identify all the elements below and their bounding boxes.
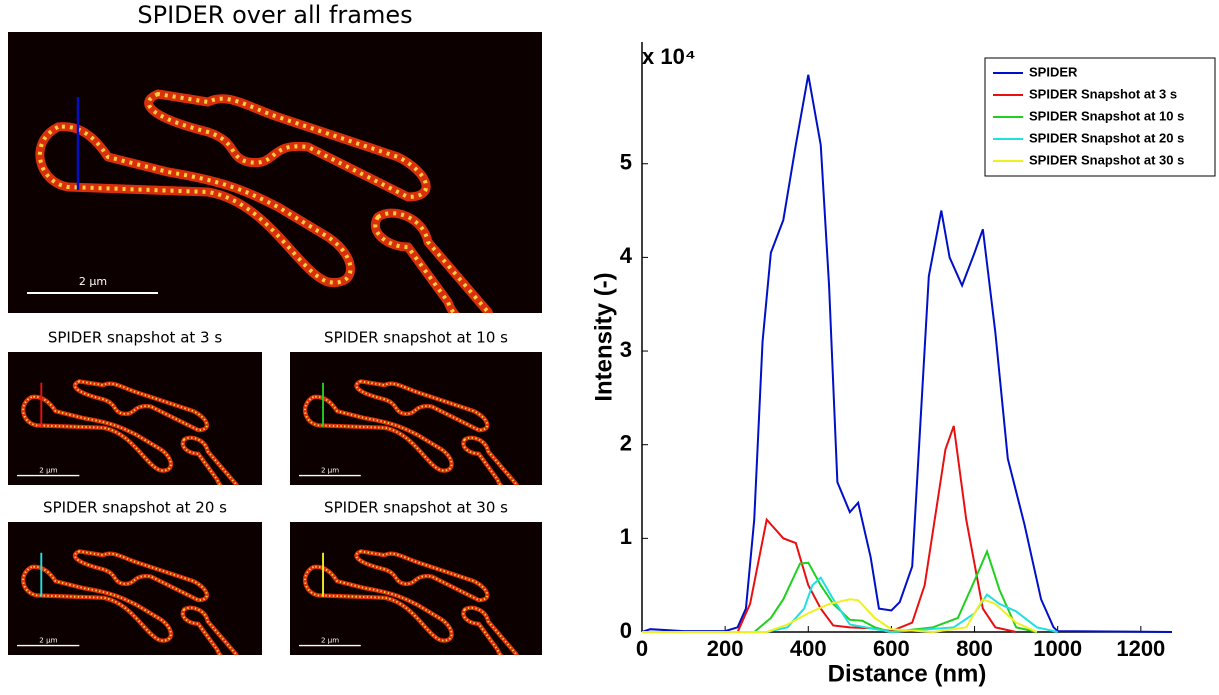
- y-tick-label: 3: [620, 337, 632, 362]
- panel-title: SPIDER snapshot at 10 s: [324, 329, 508, 347]
- x-tick-label: 800: [956, 636, 993, 661]
- y-tick-label: 2: [620, 431, 632, 456]
- legend-label: SPIDER Snapshot at 3 s: [1029, 86, 1177, 101]
- microscopy-image: 2 µm: [290, 352, 542, 485]
- x-axis-title: Distance (nm): [828, 660, 987, 687]
- legend-box: [984, 57, 1216, 177]
- scale-bar-label: 2 µm: [39, 465, 57, 474]
- series-line: [642, 576, 1058, 634]
- series-line: [642, 425, 1017, 633]
- x-tick-label: 0: [636, 636, 648, 661]
- series-line: [641, 74, 1173, 633]
- microscopy-image: 2 µm: [8, 32, 542, 313]
- y-tick-label: 5: [620, 150, 632, 175]
- legend-label: SPIDER Snapshot at 10 s: [1029, 108, 1184, 123]
- legend-label: SPIDER Snapshot at 30 s: [1029, 152, 1184, 167]
- scale-bar-label: 2 µm: [321, 465, 339, 474]
- y-tick-label: 0: [620, 618, 632, 643]
- scale-bar-label: 2 µm: [79, 275, 107, 288]
- legend-label: SPIDER Snapshot at 20 s: [1029, 130, 1184, 145]
- y-tick-label: 1: [620, 524, 632, 549]
- y-axis-title: Intensity (-): [590, 272, 617, 401]
- y-tick-label: 4: [620, 243, 633, 268]
- microscopy-image: 2 µm: [8, 522, 262, 655]
- panel-title: SPIDER snapshot at 20 s: [43, 499, 227, 517]
- panel-title: SPIDER snapshot at 3 s: [48, 329, 223, 347]
- panel-title: SPIDER snapshot at 30 s: [324, 499, 508, 517]
- series-line: [642, 597, 1038, 634]
- scale-bar-label: 2 µm: [39, 635, 57, 644]
- microscopy-image: 2 µm: [290, 522, 542, 655]
- scale-bar-label: 2 µm: [321, 635, 339, 644]
- x-tick-label: 600: [873, 636, 910, 661]
- microscopy-image: 2 µm: [8, 352, 262, 485]
- legend-label: SPIDER: [1029, 64, 1078, 79]
- y-multiplier: x 10⁴: [642, 44, 696, 69]
- image-background: [8, 32, 542, 313]
- x-tick-label: 400: [790, 636, 827, 661]
- panel-title: SPIDER over all frames: [137, 1, 412, 29]
- x-tick-label: 1000: [1033, 636, 1082, 661]
- x-tick-label: 200: [707, 636, 744, 661]
- series-line: [642, 548, 1038, 634]
- x-tick-label: 1200: [1116, 636, 1165, 661]
